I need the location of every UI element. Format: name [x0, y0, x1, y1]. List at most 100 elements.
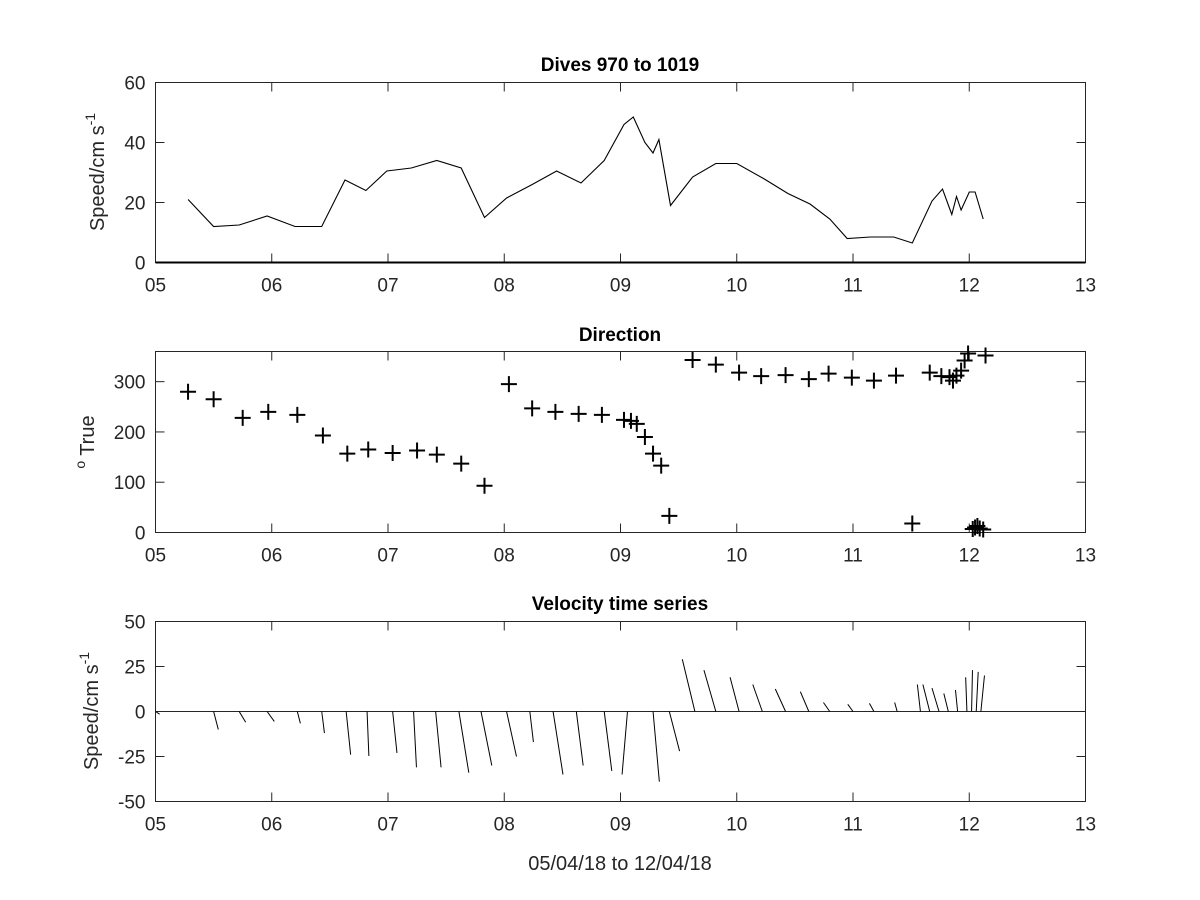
direction-chart-point: [453, 455, 470, 472]
velocity-chart-stick: [213, 711, 219, 730]
direction-chart-y-tick-label: 200: [114, 423, 146, 444]
direction-chart-point: [339, 445, 356, 462]
speed-chart-title: Dives 970 to 1019: [541, 55, 699, 76]
direction-chart-point: [645, 445, 662, 462]
direction-chart-point: [800, 371, 817, 388]
speed-chart-y-tick-label: 40: [124, 134, 145, 155]
direction-chart-point: [476, 477, 493, 494]
velocity-chart-stick: [621, 711, 628, 775]
direction-chart-point: [707, 356, 724, 373]
velocity-chart-stick: [681, 659, 696, 712]
velocity-chart-stick: [458, 711, 470, 773]
direction-chart-point: [524, 400, 541, 417]
velocity-chart-stick: [971, 670, 973, 712]
direction-chart-point: [409, 442, 426, 459]
direction-chart-ylabel: oTrue: [72, 415, 99, 468]
velocity-chart-stick: [413, 711, 417, 768]
direction-chart-point: [975, 521, 992, 538]
velocity-chart-x-tick-label: 07: [377, 815, 398, 836]
direction-chart-point: [865, 372, 882, 389]
direction-chart-point: [653, 457, 670, 474]
velocity-chart-stick: [575, 711, 584, 766]
velocity-chart-xlabel: 05/04/18 to 12/04/18: [528, 853, 712, 875]
velocity-chart-stick: [752, 684, 763, 712]
direction-chart-x-tick-label: 12: [959, 546, 980, 567]
direction-chart-point: [888, 367, 905, 384]
velocity-chart-x-tick-label: 05: [145, 815, 166, 836]
speed-chart-x-tick-label: 08: [494, 276, 515, 297]
speed-chart-ylabel: Speed/cm s-1: [82, 113, 109, 231]
speed-chart-x-tick-label: 06: [261, 276, 282, 297]
velocity-chart-y-ticks: -50 -25 0 25 50: [118, 613, 1086, 814]
velocity-chart-stick: [266, 711, 275, 722]
direction-chart-x-tick-label: 11: [843, 546, 863, 567]
velocity-chart-y-tick-label: 0: [135, 703, 146, 724]
direction-chart-x-tick-label: 09: [610, 546, 631, 567]
velocity-chart-y-tick-label: 25: [124, 658, 145, 679]
velocity-chart-x-tick-label: 12: [959, 815, 980, 836]
velocity-chart-stick: [823, 702, 831, 712]
direction-chart-point: [684, 352, 701, 369]
velocity-chart-stick: [868, 703, 875, 712]
direction-chart-point: [904, 515, 921, 532]
speed-chart-axes-box: [155, 82, 1086, 263]
direction-chart-point: [933, 368, 950, 385]
direction-chart-y-tick-label: 0: [135, 524, 146, 545]
velocity-chart-stick: [366, 711, 370, 756]
velocity-chart-stick: [931, 687, 940, 712]
direction-chart-point: [570, 405, 587, 422]
velocity-chart-stick: [922, 684, 931, 712]
velocity-chart-x-tick-label: 10: [726, 815, 747, 836]
direction-chart-x-tick-label: 06: [261, 546, 282, 567]
velocity-chart-title: Velocity time series: [532, 594, 708, 615]
velocity-chart-x-tick-label: 09: [610, 815, 631, 836]
direction-chart-x-tick-label: 05: [145, 546, 166, 567]
velocity-chart-stick: [729, 677, 740, 712]
direction-chart-point: [615, 411, 632, 428]
velocity-chart-stick: [980, 675, 985, 712]
velocity-chart-ylabel: Speed/cm s-1: [76, 652, 103, 770]
speed-chart: Dives 970 to 1019 Speed/cm s-1 05 06 07 08 0…: [82, 55, 1096, 297]
direction-chart-point: [547, 403, 564, 420]
direction-chart-point: [956, 352, 973, 369]
direction-chart-x-ticks: 05 06 07 08 09 10 11 12 13: [145, 351, 1096, 567]
direction-chart-point: [500, 376, 517, 393]
velocity-chart-stick: [392, 711, 398, 753]
speed-chart-y-tick-label: 0: [135, 254, 146, 275]
direction-chart-x-tick-label: 07: [377, 546, 398, 567]
velocity-chart-stick: [916, 684, 921, 712]
direction-chart-point: [628, 415, 645, 432]
direction-chart-y-ticks: 0 100 200 300: [114, 373, 1086, 545]
speed-chart-x-tick-label: 07: [377, 276, 398, 297]
velocity-chart-x-tick-label: 08: [494, 815, 515, 836]
speed-chart-x-ticks: 05 06 07 08 09 10 11 12 13: [145, 82, 1096, 297]
direction-chart-x-tick-label: 08: [494, 546, 515, 567]
velocity-chart-stick: [774, 688, 787, 712]
direction-chart-point: [360, 441, 377, 458]
velocity-chart-x-ticks: 05 06 07 08 09 10 11 12 13: [145, 621, 1096, 836]
direction-chart-x-tick-label: 13: [1075, 546, 1096, 567]
direction-chart-marks: [180, 345, 994, 538]
direction-chart-axes-box: [155, 351, 1086, 533]
velocity-chart-stick: [603, 711, 613, 771]
velocity-chart-y-tick-label: -25: [118, 748, 145, 769]
velocity-chart-stick: [894, 702, 898, 712]
velocity-chart-stick: [155, 711, 160, 715]
speed-chart-x-tick-label: 05: [145, 276, 166, 297]
direction-chart-point: [777, 367, 794, 384]
velocity-chart-stick: [238, 711, 247, 723]
velocity-chart-stick: [321, 711, 325, 734]
velocity-chart-x-tick-label: 11: [843, 815, 863, 836]
velocity-chart-stick: [954, 689, 959, 712]
direction-chart-point: [205, 391, 222, 408]
direction-chart-point: [971, 520, 988, 537]
direction-chart-point: [428, 446, 445, 463]
velocity-chart-stick: [965, 677, 968, 712]
direction-chart-x-tick-label: 10: [726, 546, 747, 567]
velocity-chart-y-tick-label: -50: [118, 793, 145, 814]
speed-chart-series-line: [187, 116, 984, 244]
velocity-chart-stick: [506, 711, 517, 757]
direction-chart-point: [636, 428, 653, 445]
velocity-chart-stick: [847, 704, 854, 712]
